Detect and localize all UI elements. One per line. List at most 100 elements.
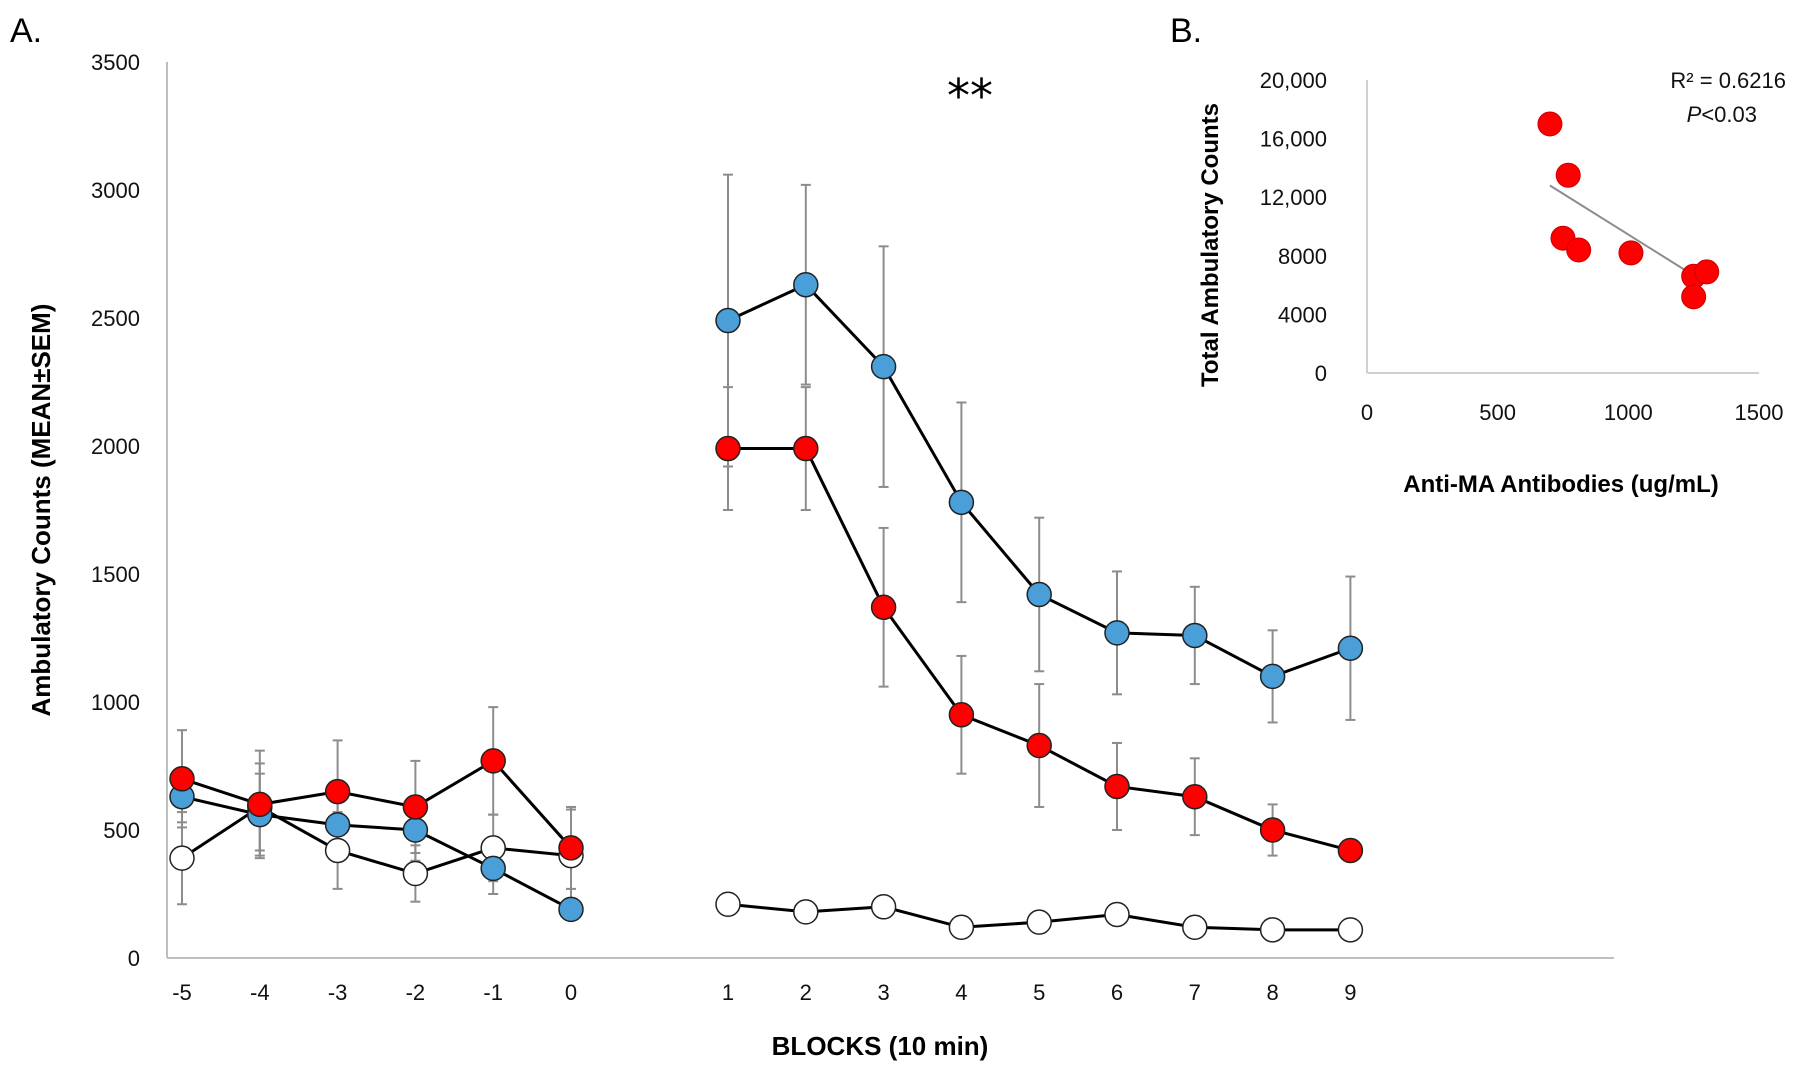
x-tick-label: 7: [1189, 980, 1201, 1005]
series-line-blue: [181, 795, 572, 911]
data-point-white: [715, 891, 741, 917]
x-tick-label: -3: [328, 980, 348, 1005]
y-tick-label: 1500: [91, 562, 140, 587]
y-tick-label: 500: [103, 818, 140, 843]
inset-data-point: [1537, 111, 1563, 137]
data-point-blue: [558, 896, 584, 923]
inset-y-tick-labels: 0 4000 8000 12,000 16,000 20,000: [1260, 68, 1327, 386]
x-tick-label: -1: [483, 980, 503, 1005]
y-tick-label: 3500: [91, 50, 140, 75]
data-point-blue: [1026, 581, 1052, 608]
data-point-blue: [480, 855, 506, 882]
data-point-red: [1337, 837, 1364, 864]
inset-data-point: [1681, 284, 1707, 310]
data-point-white: [324, 837, 351, 864]
data-point-red: [1026, 732, 1052, 759]
inset-x-axis-title: Anti-MA Antibodies (ug/mL): [1403, 471, 1719, 498]
trendline: [1549, 184, 1708, 285]
x-tick-label: 6: [1111, 980, 1123, 1005]
panel-a: A. BLOCKS (10 min) Ambulatory Counts (ME…: [10, 12, 1614, 1061]
inset-data-point: [1694, 259, 1720, 285]
inset-x-tick-label: 1000: [1604, 400, 1653, 425]
data-point-blue: [870, 353, 897, 380]
error-bars: [177, 173, 1356, 921]
panel-a-label: A.: [10, 12, 42, 50]
data-point-white: [793, 899, 819, 925]
x-tick-label: 9: [1344, 980, 1356, 1005]
x-tick-label: -4: [250, 980, 270, 1005]
inset-y-tick-label: 8000: [1278, 244, 1327, 269]
y-axis-title: Ambulatory Counts (MEAN±SEM): [26, 304, 56, 717]
y-tick-label: 0: [128, 946, 140, 971]
inset-y-tick-label: 20,000: [1260, 68, 1327, 93]
inset-data-point: [1618, 240, 1644, 266]
data-point-red: [1259, 817, 1286, 843]
x-axis-title: BLOCKS (10 min): [772, 1031, 989, 1061]
data-point-red: [558, 835, 584, 861]
x-tick-label: 3: [877, 980, 889, 1005]
x-tick-label: 0: [565, 980, 577, 1005]
x-tick-label: -2: [406, 980, 426, 1005]
data-point-blue: [324, 812, 351, 838]
p-value-label: P<0.03: [1687, 102, 1757, 127]
data-point-white: [402, 860, 429, 887]
y-tick-label: 2000: [91, 434, 140, 459]
inset-y-tick-label: 4000: [1278, 302, 1327, 327]
inset-data-point: [1555, 162, 1581, 188]
inset-y-axis-title: Total Ambulatory Counts: [1197, 103, 1224, 387]
x-tick-label: 1: [722, 980, 734, 1005]
data-point-blue: [1104, 620, 1130, 646]
trendline-group: [1549, 184, 1708, 285]
data-point-blue: [1337, 635, 1364, 661]
data-point-blue: [793, 271, 819, 298]
p-value-text: <0.03: [1701, 102, 1757, 127]
data-point-blue: [948, 489, 975, 516]
x-tick-label: 2: [800, 980, 812, 1005]
data-point-blue: [1182, 622, 1208, 649]
inset-x-tick-label: 500: [1479, 400, 1516, 425]
data-point-white: [1259, 917, 1286, 943]
y-tick-label: 1000: [91, 690, 140, 715]
data-point-white: [169, 845, 195, 871]
data-point-white: [1104, 901, 1130, 928]
x-tick-label: 8: [1266, 980, 1278, 1005]
data-point-red: [324, 778, 351, 805]
data-point-white: [1026, 909, 1052, 935]
data-point-red: [402, 794, 429, 820]
significance-marker: **: [947, 69, 993, 123]
inset-x-tick-label: 1500: [1735, 400, 1784, 425]
data-point-red: [948, 702, 975, 728]
data-point-red: [1104, 773, 1130, 800]
x-tick-label: -5: [172, 980, 192, 1005]
series-line-red: [181, 758, 573, 849]
inset-y-tick-label: 12,000: [1260, 185, 1327, 210]
inset-data-point: [1566, 237, 1592, 263]
data-point-blue: [715, 307, 741, 334]
inset-data-points: [1537, 111, 1720, 310]
p-value-symbol: P: [1687, 102, 1702, 127]
y-tick-labels: 0 500 1000 1500 2000 2500 3000 3500: [91, 50, 140, 971]
data-point-red: [247, 791, 273, 818]
panel-b-label: B.: [1170, 12, 1202, 50]
panel-b: B. Anti-MA Antibodies (ug/mL) Total Ambu…: [1170, 12, 1786, 498]
inset-y-tick-label: 0: [1315, 361, 1327, 386]
y-tick-label: 2500: [91, 306, 140, 331]
data-point-red: [793, 435, 819, 462]
r-squared-label: R² = 0.6216: [1670, 68, 1786, 93]
data-point-red: [480, 748, 506, 774]
data-points: [169, 271, 1364, 943]
data-point-red: [1182, 783, 1208, 810]
data-point-white: [1182, 914, 1208, 941]
y-tick-label: 3000: [91, 178, 140, 203]
inset-x-tick-label: 0: [1361, 400, 1373, 425]
data-point-red: [715, 435, 741, 462]
data-point-red: [169, 766, 195, 792]
series-line-white: [181, 805, 572, 876]
series-lines: [181, 282, 1351, 932]
x-tick-labels: -5 -4 -3 -2 -1 0 1 2 3 4 5 6 7 8 9: [172, 980, 1356, 1005]
data-point-blue: [1259, 663, 1286, 690]
data-point-blue: [402, 817, 429, 843]
x-tick-label: 5: [1033, 980, 1045, 1005]
data-point-white: [1337, 917, 1364, 943]
